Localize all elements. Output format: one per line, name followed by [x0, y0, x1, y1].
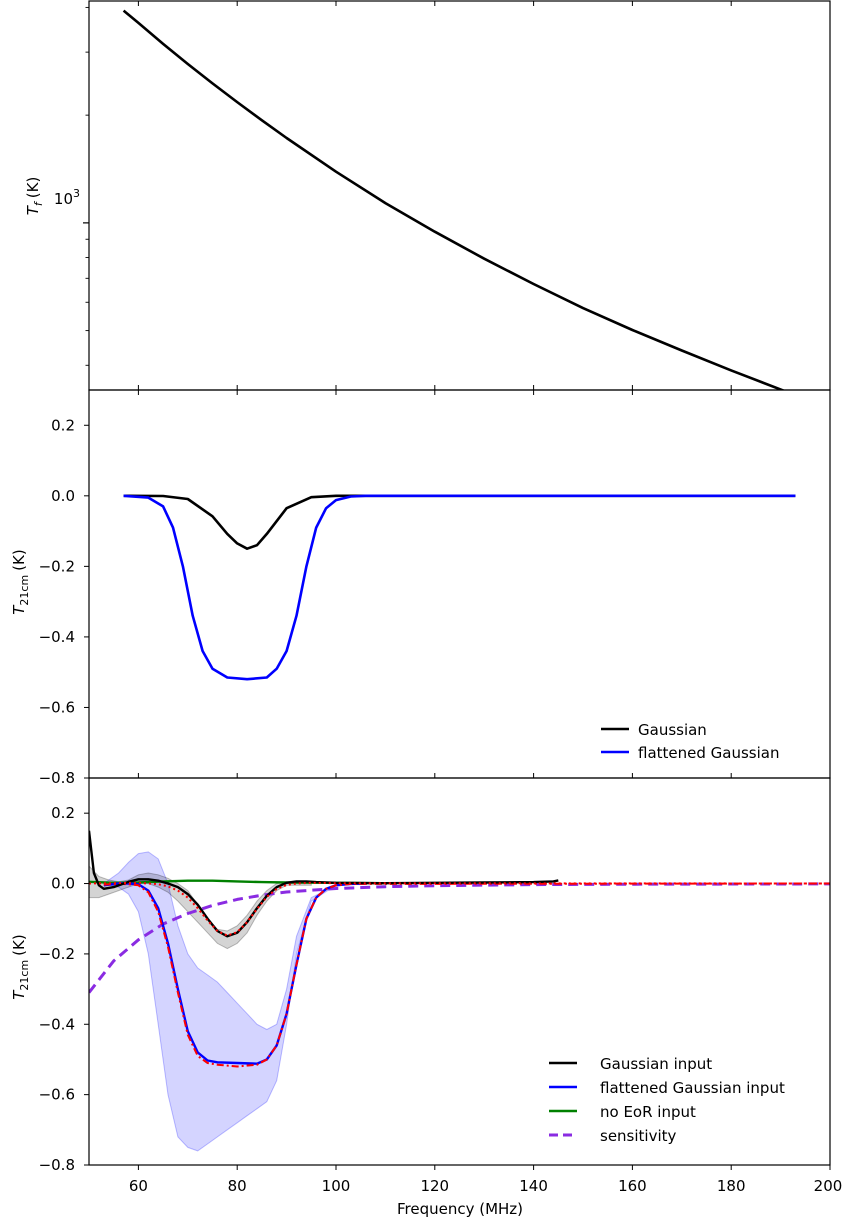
x-tick-label: 100	[322, 1177, 351, 1195]
tf-tick-base: 10	[54, 190, 73, 208]
panel-tf: 103 Tf(K)	[24, 0, 831, 391]
fits-axes-frame	[88, 777, 831, 1166]
models-legend: Gaussian flattened Gaussian	[601, 721, 779, 762]
y-tick-label: −0.4	[39, 628, 75, 646]
tf-tick-exp: 3	[73, 187, 80, 200]
flattened-gaussian-curve	[123, 494, 796, 681]
fits-plot-area	[89, 830, 830, 1152]
tf-curve	[122, 9, 786, 390]
y-tick-label: −0.6	[39, 698, 75, 716]
legend-label-gaussian: Gaussian	[638, 721, 707, 739]
x-tick-label: 200	[814, 1177, 843, 1195]
gaussian-uncertainty-band	[89, 865, 312, 950]
x-tick-label: 160	[618, 1177, 647, 1195]
x-axis-label: Frequency (MHz)	[397, 1200, 523, 1218]
fits-legend: Gaussian input flattened Gaussian input …	[549, 1055, 785, 1145]
tf-y-ticks	[83, 6, 89, 366]
x-tick-label: 60	[129, 1177, 148, 1195]
panel-t21-fits: 0.2 0.0 −0.2 −0.4 −0.6 −0.8 60 80 100 120 140 160 1…	[10, 777, 842, 1218]
fits-y-ticks: 0.2 0.0 −0.2 −0.4 −0.6 −0.8	[39, 804, 89, 1174]
gaussian-model-curve	[89, 881, 830, 937]
y-tick-label: 0.2	[51, 416, 75, 434]
fits-y-axis-label: T21cm(K)	[10, 934, 31, 999]
y-tick-label: 0.0	[51, 875, 75, 893]
x-tick-label: 180	[717, 1177, 746, 1195]
x-tick-label: 80	[228, 1177, 247, 1195]
x-tick-label: 120	[420, 1177, 449, 1195]
gaussian-curve	[123, 494, 796, 550]
y-tick-label: 0.2	[51, 804, 75, 822]
flattened-gaussian-input-curve	[103, 882, 366, 1065]
legend-label-flattened-gaussian: flattened Gaussian	[638, 744, 779, 762]
models-y-axis-label: T21cm(K)	[10, 549, 31, 614]
legend-label-flattened-gaussian-input: flattened Gaussian input	[600, 1079, 785, 1097]
y-tick-label: −0.6	[39, 1086, 75, 1104]
legend-label-sensitivity: sensitivity	[600, 1127, 677, 1145]
y-tick-label: 0.0	[51, 487, 75, 505]
models-y-ticks: 0.2 0.0 −0.2 −0.4 −0.6 −0.8	[39, 416, 89, 787]
y-tick-label: −0.8	[39, 1156, 75, 1174]
y-tick-label: −0.2	[39, 557, 75, 575]
x-tick-label: 140	[519, 1177, 548, 1195]
models-axes-frame	[88, 389, 831, 779]
models-plot-area	[123, 390, 796, 778]
legend-label-gaussian-input: Gaussian input	[600, 1055, 712, 1073]
tf-axes-frame	[88, 0, 831, 391]
sensitivity-curve	[89, 882, 830, 994]
y-tick-label: −0.2	[39, 945, 75, 963]
tf-y-tick-label: 103	[54, 187, 80, 208]
flattened-gaussian-uncertainty-band	[102, 851, 337, 1152]
panel-t21-models: 0.2 0.0 −0.2 −0.4 −0.6 −0.8 T21cm(K) Gaussian…	[10, 389, 831, 787]
legend-label-no-eor-input: no EoR input	[600, 1103, 696, 1121]
y-tick-label: −0.8	[39, 769, 75, 787]
y-tick-label: −0.4	[39, 1015, 75, 1033]
tf-y-axis-label: Tf(K)	[24, 177, 45, 216]
tf-plot-area	[122, 1, 786, 390]
flattened-gaussian-model-curve	[103, 882, 830, 1068]
gaussian-input-curve	[89, 830, 559, 938]
fits-x-ticks: 60 80 100 120 140 160 180 200	[129, 1165, 842, 1195]
svg-text:103: 103	[54, 187, 80, 208]
